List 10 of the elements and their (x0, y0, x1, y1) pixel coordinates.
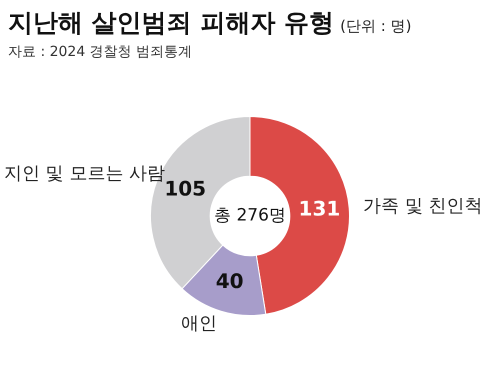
chart-title: 지난해 살인범죄 피해자 유형 (8, 8, 334, 37)
slice-label: 지인 및 모르는 사람 (4, 163, 166, 184)
text: 총 276명 (214, 205, 286, 226)
data-label: 40 (216, 268, 244, 293)
slice-label: 가족 및 친인척 (363, 196, 483, 217)
data-label: 131 (298, 196, 340, 221)
slice-label: 애인 (180, 313, 217, 334)
text: 자료 : 2024 경찰청 범죄통계 (8, 43, 194, 61)
data-label: 105 (164, 176, 206, 201)
chart-subtitle: (단위 : 명) (340, 17, 412, 35)
